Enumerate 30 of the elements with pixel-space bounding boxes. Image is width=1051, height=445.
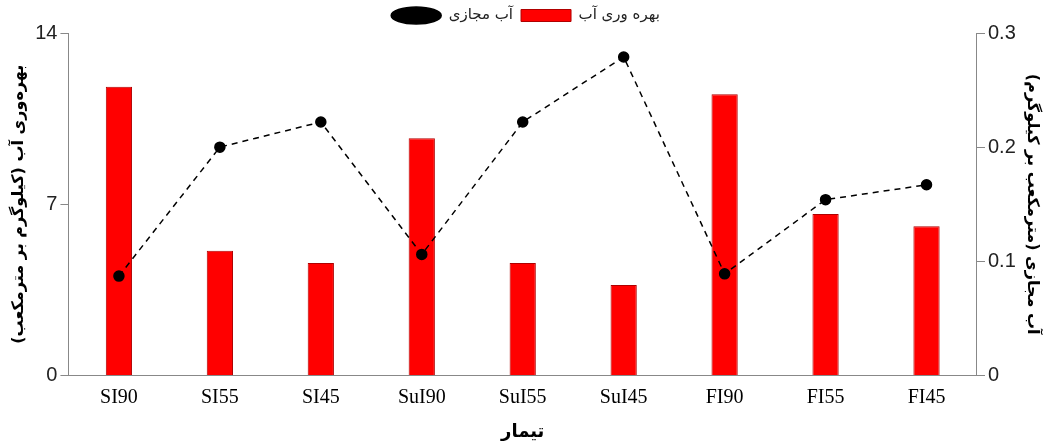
point [718, 268, 731, 280]
x-tick-label: FI45 [907, 384, 946, 407]
x-tick-label: SI45 [301, 384, 340, 407]
x-tick-label: SI55 [200, 384, 239, 407]
x-tick-label: SuI90 [397, 384, 446, 407]
x-tick-label: SuI45 [599, 384, 648, 407]
point [617, 51, 630, 63]
x-tick-label: FI90 [705, 384, 744, 407]
legend-label: بهره وری آب [578, 5, 660, 24]
x-axis-title: تیمار [500, 419, 545, 441]
y2-tick-label: 0.3 [988, 20, 1016, 43]
point [819, 193, 832, 206]
x-tick-label: SuI55 [498, 384, 547, 407]
y2-axis-title: آب مجازی (مترمکعب بر کیلوگرم) [1024, 73, 1045, 336]
y-axis-title: بهره‌وری آب (کیلوگرم بر مترمکعب) [6, 64, 27, 344]
x-tick-label: SI90 [100, 384, 138, 407]
point [315, 116, 327, 128]
y-tick-label: 14 [35, 20, 58, 43]
point [416, 248, 428, 261]
point [113, 270, 125, 282]
y-tick-label: 0 [46, 362, 58, 385]
legend-label: آب مجازی [448, 5, 514, 24]
x-tick-label: FI55 [806, 384, 845, 407]
y-tick-label: 7 [46, 191, 58, 214]
y2-tick-label: 0 [988, 362, 1000, 385]
point [214, 141, 226, 153]
y2-tick-label: 0.1 [988, 248, 1016, 271]
y2-tick-label: 0.2 [988, 134, 1016, 157]
point [516, 116, 529, 128]
point [920, 179, 933, 191]
